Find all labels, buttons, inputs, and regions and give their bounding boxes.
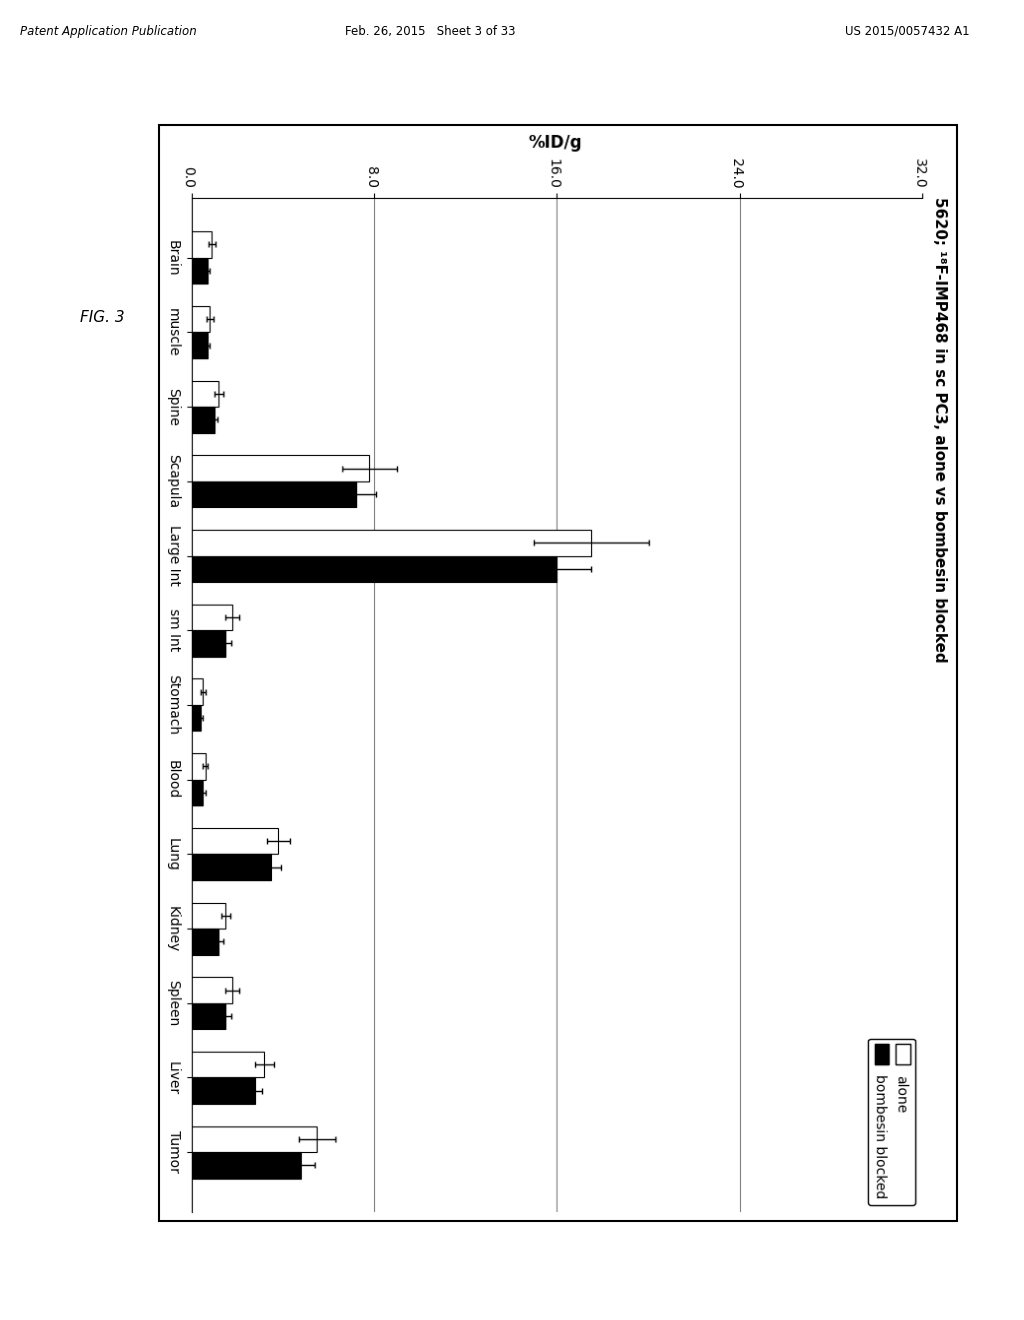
Text: US 2015/0057432 A1: US 2015/0057432 A1 [846,25,970,38]
Text: Patent Application Publication: Patent Application Publication [20,25,197,38]
Text: Feb. 26, 2015   Sheet 3 of 33: Feb. 26, 2015 Sheet 3 of 33 [345,25,515,38]
Text: FIG. 3: FIG. 3 [80,310,125,325]
